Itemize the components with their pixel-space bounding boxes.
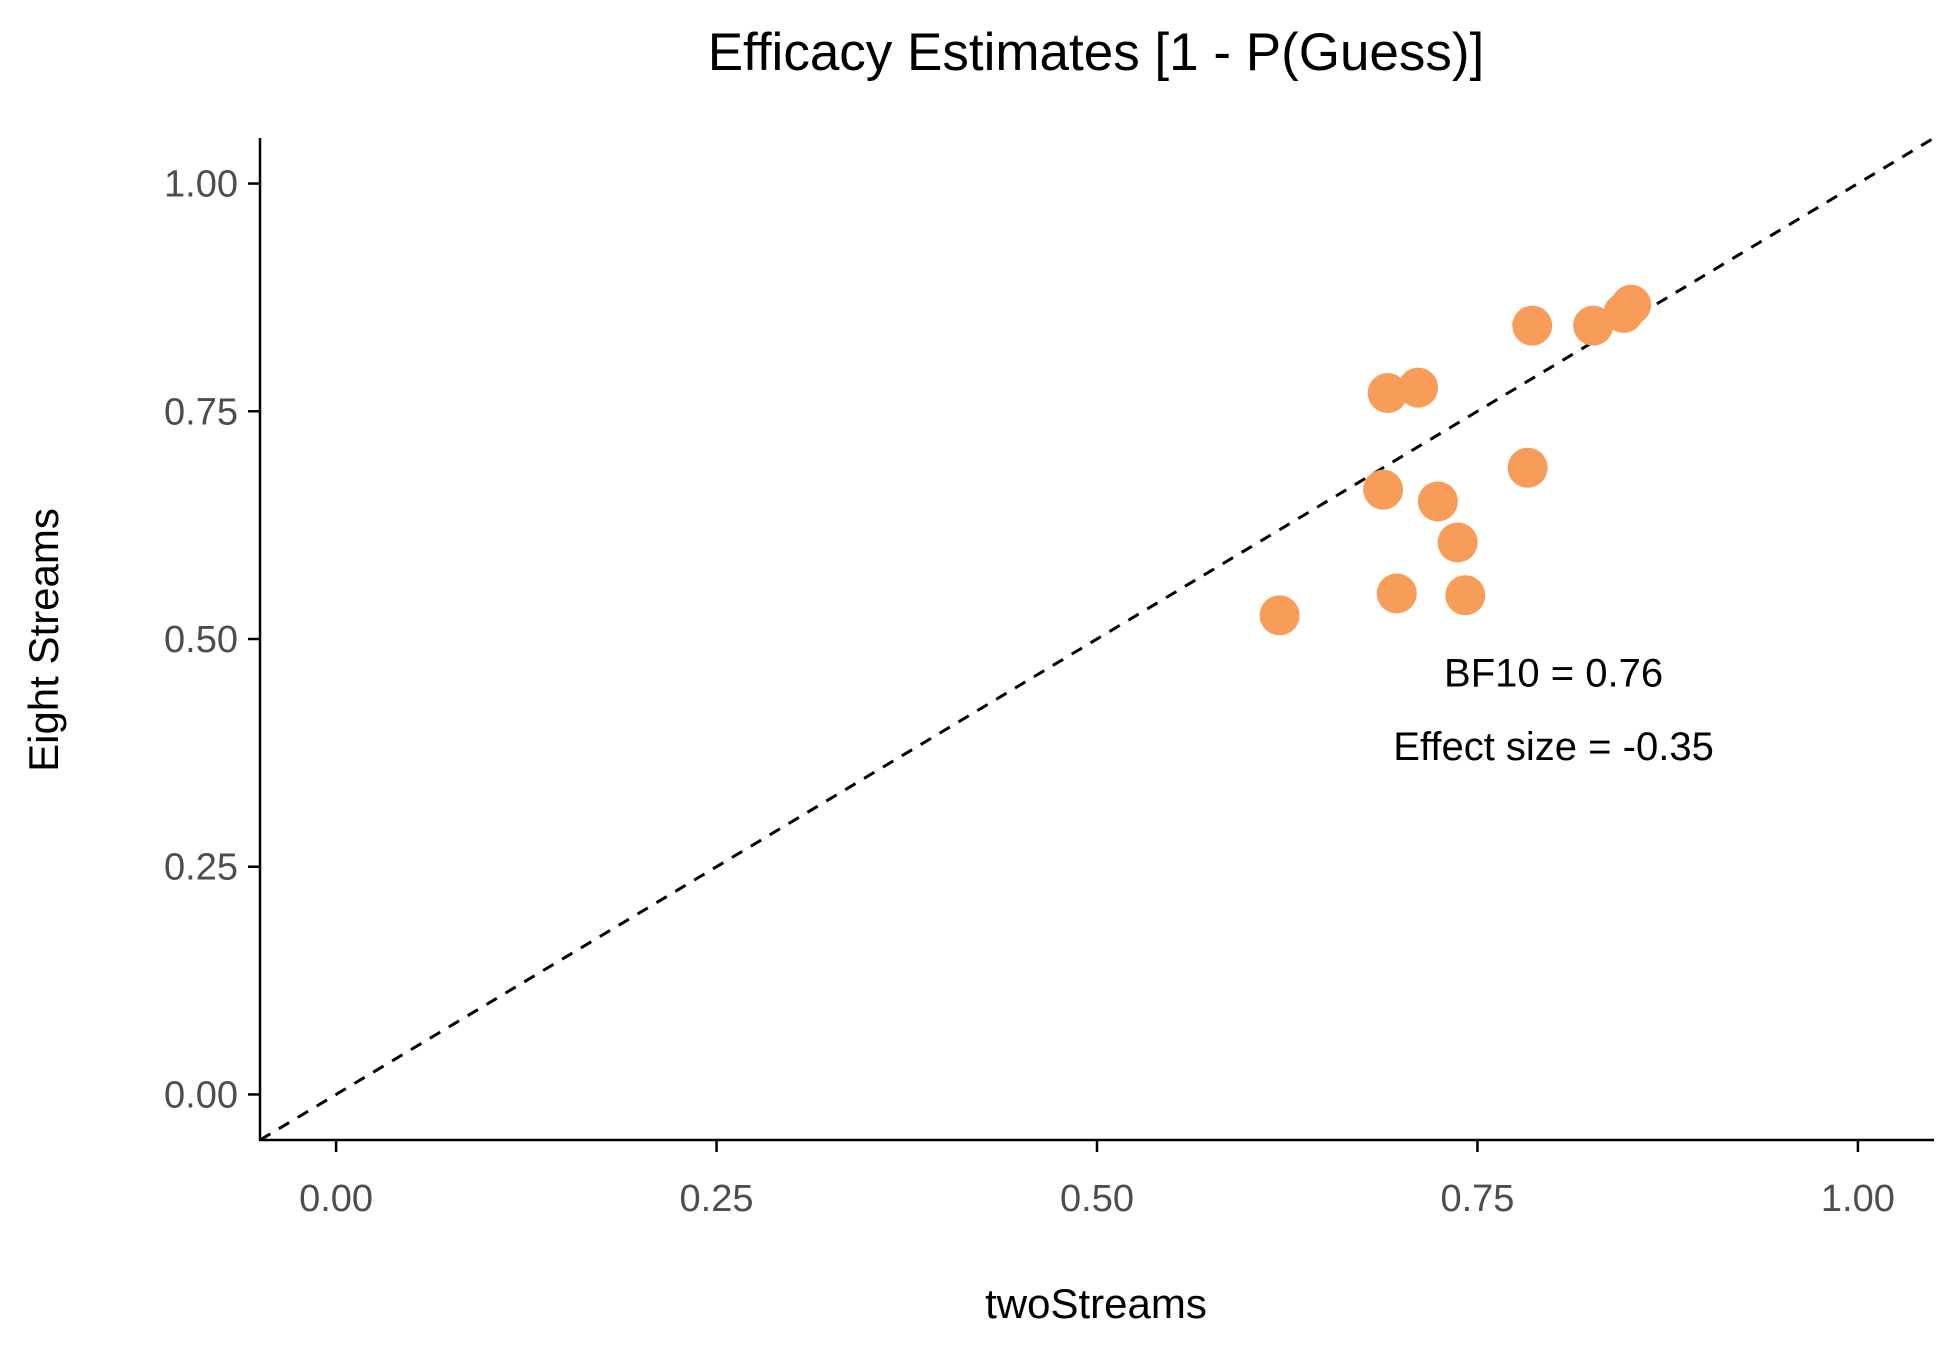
data-point (1376, 573, 1417, 614)
y-axis-ticks: 0.00 0.25 0.50 0.75 1.00 (164, 164, 260, 1116)
data-point (1367, 373, 1408, 414)
reference-line-layer (259, 136, 1935, 1142)
x-tick-label: 0.25 (680, 1178, 754, 1220)
data-point (1507, 447, 1548, 488)
data-points-layer (1259, 284, 1652, 636)
x-axis-label: twoStreams (985, 1280, 1207, 1327)
data-point (1417, 481, 1458, 522)
data-point (1573, 305, 1614, 346)
x-tick-label: 0.00 (299, 1178, 373, 1220)
x-tick-label: 0.75 (1440, 1178, 1514, 1220)
identity-reference-line (259, 136, 1935, 1142)
x-tick-label: 1.00 (1821, 1178, 1895, 1220)
y-tick-label: 0.50 (164, 619, 238, 661)
stat-annotation: BF10 = 0.76 (1444, 651, 1663, 695)
data-point (1512, 305, 1553, 346)
y-tick-label: 0.75 (164, 391, 238, 433)
y-tick-label: 0.25 (164, 847, 238, 889)
data-point (1363, 469, 1404, 510)
x-tick-label: 0.50 (1060, 1178, 1134, 1220)
data-point (1259, 595, 1300, 636)
data-point (1437, 522, 1478, 563)
x-axis-ticks: 0.00 0.25 0.50 0.75 1.00 (299, 1140, 1895, 1220)
y-tick-label: 1.00 (164, 164, 238, 206)
data-point (1611, 284, 1652, 325)
y-tick-label: 0.00 (164, 1074, 238, 1116)
y-axis-label: Eight Streams (20, 508, 67, 772)
stat-annotation: Effect size = -0.35 (1393, 725, 1714, 769)
chart-title: Efficacy Estimates [1 - P(Guess)] (708, 23, 1485, 82)
annotation-layer: BF10 = 0.76 Effect size = -0.35 (1393, 651, 1714, 769)
data-point (1398, 367, 1439, 408)
data-point (1445, 575, 1486, 616)
